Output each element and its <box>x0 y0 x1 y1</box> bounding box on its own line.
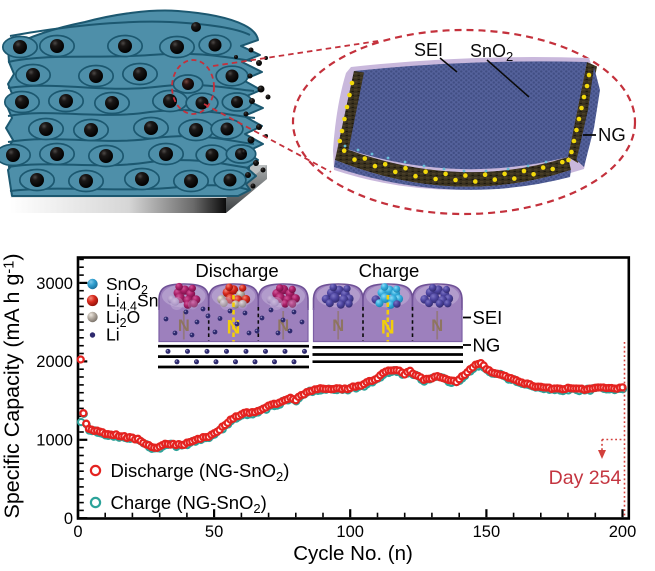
svg-text:100: 100 <box>336 523 364 541</box>
svg-text:1000: 1000 <box>36 432 73 450</box>
svg-text:N: N <box>332 317 344 335</box>
svg-text:N: N <box>277 317 289 335</box>
svg-text:Charge: Charge <box>359 260 420 281</box>
svg-text:NG: NG <box>598 124 626 145</box>
svg-text:150: 150 <box>473 523 501 541</box>
svg-text:N: N <box>381 318 395 339</box>
svg-text:SnO2: SnO2 <box>470 41 513 64</box>
svg-text:SEI: SEI <box>473 307 503 328</box>
svg-text:SnO2: SnO2 <box>106 274 148 297</box>
svg-text:200: 200 <box>609 523 637 541</box>
svg-text:Discharge (NG-SnO2): Discharge (NG-SnO2) <box>111 460 290 484</box>
svg-text:50: 50 <box>205 523 223 541</box>
svg-text:Charge (NG-SnO2): Charge (NG-SnO2) <box>111 492 267 516</box>
svg-text:2000: 2000 <box>36 353 73 371</box>
svg-text:SEI: SEI <box>414 40 443 60</box>
svg-text:N: N <box>227 318 241 339</box>
svg-text:0: 0 <box>73 523 82 541</box>
svg-text:3000: 3000 <box>36 275 73 293</box>
svg-text:Cycle No. (n): Cycle No. (n) <box>293 542 413 565</box>
svg-text:Li: Li <box>106 325 120 345</box>
svg-text:Specific Capacity (mA h g-1): Specific Capacity (mA h g-1) <box>0 253 24 518</box>
svg-text:N: N <box>178 317 190 335</box>
svg-text:Discharge: Discharge <box>195 260 278 281</box>
svg-text:NG: NG <box>473 335 501 356</box>
svg-text:Day 254: Day 254 <box>549 467 622 489</box>
svg-text:Li2O: Li2O <box>106 307 140 330</box>
svg-text:N: N <box>431 317 443 335</box>
svg-text:0: 0 <box>64 510 73 528</box>
svg-text:Li4.4Sn: Li4.4Sn <box>106 291 158 314</box>
